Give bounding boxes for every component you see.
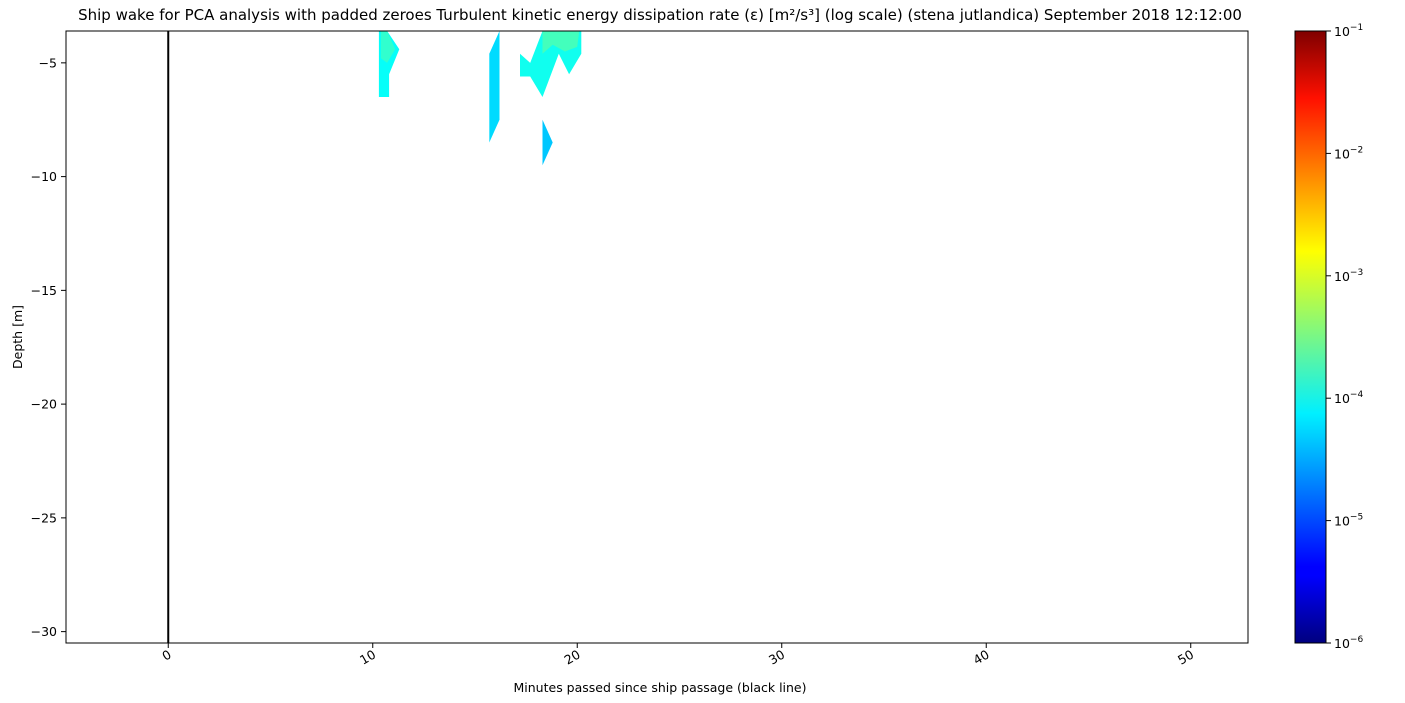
y-axis-label: Depth [m] <box>10 305 25 369</box>
x-axis-label: Minutes passed since ship passage (black… <box>514 680 807 695</box>
y-tick-label: −15 <box>31 283 57 298</box>
patch-b <box>489 31 500 143</box>
y-tick-label: −10 <box>31 169 57 184</box>
colorbar-tick-label: 10−1 <box>1334 23 1363 39</box>
x-tick-label: 40 <box>970 647 991 668</box>
colorbar <box>1294 30 1327 644</box>
x-axis: 0 10 20 30 40 50 <box>159 643 1196 668</box>
patch-c-core <box>542 31 580 54</box>
colorbar-tick-label: 10−2 <box>1334 145 1363 161</box>
x-tick-label: 30 <box>766 647 787 668</box>
y-tick-label: −30 <box>31 624 57 639</box>
y-tick-label: −20 <box>31 397 57 412</box>
x-tick-label: 20 <box>561 647 582 668</box>
y-tick-label: −5 <box>39 55 57 70</box>
patch-a-core <box>380 31 396 63</box>
plot-frame <box>65 30 1249 644</box>
x-tick-label: 50 <box>1175 647 1196 668</box>
y-axis: −5 −10 −15 −20 −25 −30 <box>31 55 66 639</box>
y-tick-label: −25 <box>31 510 57 525</box>
patch-d <box>542 119 553 166</box>
colorbar-tick-label: 10−4 <box>1334 390 1363 406</box>
x-tick-label: 10 <box>357 647 378 668</box>
colorbar-tick-label: 10−3 <box>1334 268 1363 284</box>
chart-title: Ship wake for PCA analysis with padded z… <box>78 6 1242 24</box>
heatmap-patches <box>378 31 582 166</box>
colorbar-axis: 10−6 10−5 10−4 10−3 10−2 10−1 <box>1326 23 1363 651</box>
colorbar-tick-label: 10−5 <box>1334 513 1363 529</box>
colorbar-tick-label: 10−6 <box>1334 635 1363 651</box>
x-tick-label: 0 <box>159 647 173 664</box>
